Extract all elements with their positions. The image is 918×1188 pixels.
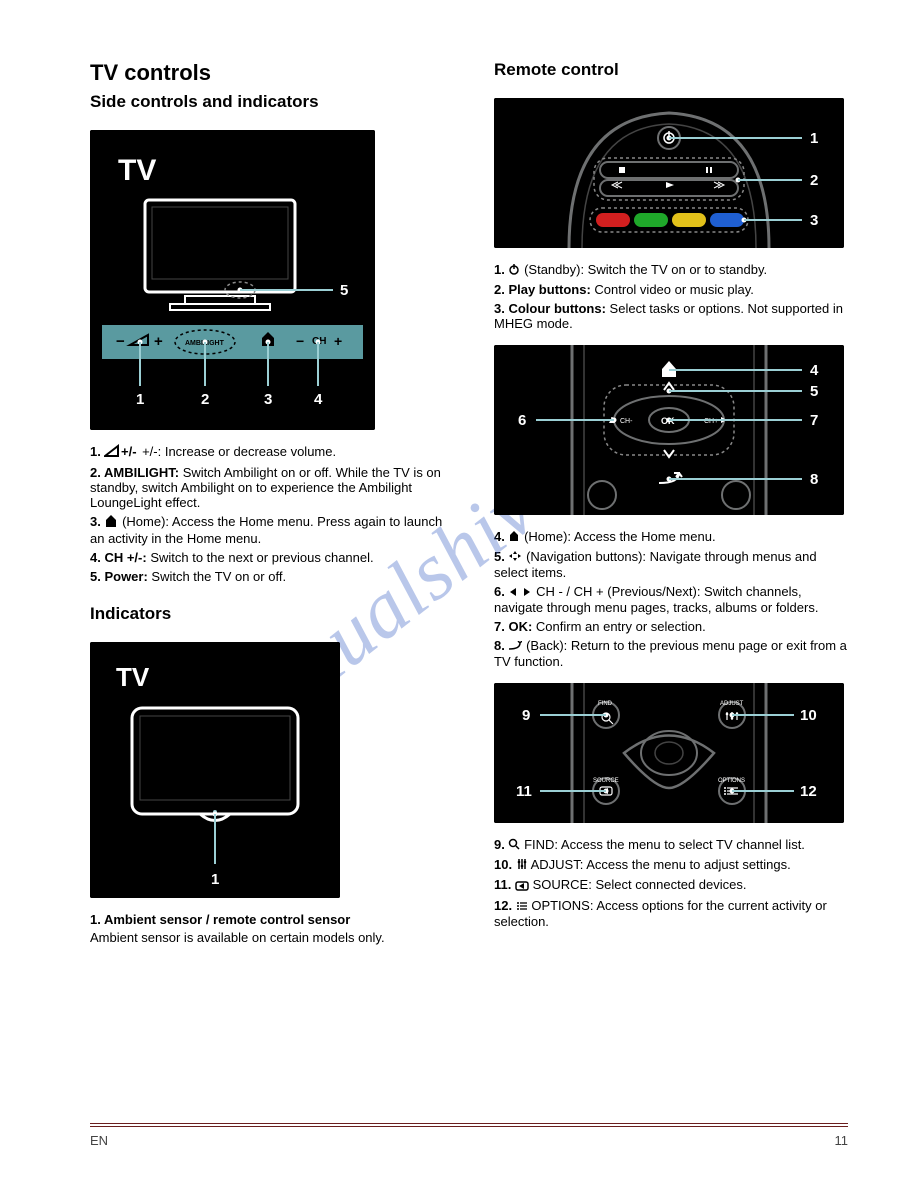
page-footer: EN 11 [90, 1123, 848, 1148]
r1-3: 3. Colour buttons: Select tasks or optio… [494, 301, 848, 331]
svg-text:10: 10 [800, 707, 817, 724]
label-ind-1: 1. Ambient sensor / remote control senso… [90, 912, 444, 927]
page: manualshive.com TV controls Side control… [0, 0, 918, 1188]
svg-text:TV: TV [116, 662, 150, 692]
r3-9: 9. FIND: Access the menu to select TV ch… [494, 837, 848, 853]
label-ind-1-body: Ambient sensor is available on certain m… [90, 929, 444, 947]
svg-text:CH-: CH- [620, 418, 633, 425]
svg-text:7: 7 [810, 412, 818, 429]
footer-page: 11 [835, 1133, 849, 1148]
svg-text:6: 6 [518, 412, 526, 429]
illus-remote-top: 1 2 [494, 98, 844, 248]
right-column: Remote control 1 [494, 60, 848, 951]
svg-text:5: 5 [340, 282, 348, 299]
heading-tv-controls: TV controls [90, 60, 444, 86]
r3-11: 11. SOURCE: Select connected devices. [494, 877, 848, 893]
r2-6: 6. CH - / CH + (Previous/Next): Switch c… [494, 584, 848, 615]
adjust-icon [516, 858, 528, 873]
label-3: 3. (Home): Access the Home menu. Press a… [90, 514, 444, 546]
svg-text:−: − [296, 333, 304, 349]
svg-text:ADJUST: ADJUST [720, 701, 744, 707]
illus-remote-bottom: FIND 9 ADJUST 10 SOURCE [494, 683, 844, 823]
svg-text:3: 3 [810, 212, 818, 229]
r2-4: 4. (Home): Access the Home menu. [494, 529, 848, 545]
svg-text:+: + [334, 333, 342, 349]
svg-text:FIND: FIND [598, 701, 613, 707]
columns: TV controls Side controls and indicators… [90, 60, 848, 951]
label-1: 1. +/- +/-: Increase or decrease volume. [90, 444, 444, 461]
tv-text: TV [118, 154, 156, 187]
svg-text:2: 2 [810, 172, 818, 189]
prev-next-icon [508, 585, 532, 600]
svg-text:12: 12 [800, 783, 817, 800]
label-4: 4. CH +/-: Switch to the next or previou… [90, 550, 444, 565]
svg-text:8: 8 [810, 471, 818, 488]
svg-text:SOURCE: SOURCE [593, 778, 619, 784]
svg-text:1: 1 [136, 391, 144, 408]
label-2: 2. AMBILIGHT: Switch Ambilight on or off… [90, 465, 444, 510]
options-icon [516, 899, 528, 914]
svg-text:4: 4 [810, 362, 819, 379]
subhead-indicators: Indicators [90, 604, 444, 624]
svg-text:4: 4 [314, 391, 323, 408]
illus-remote-mid: 4 5 OK CH- CH+ [494, 345, 844, 515]
illus-tv-indicator: TV 1 [90, 642, 340, 898]
home-icon-2 [508, 530, 520, 545]
subhead-side-controls: Side controls and indicators [90, 92, 444, 112]
r3-10: 10. ADJUST: Access the menu to adjust se… [494, 857, 848, 873]
nav-icon [508, 550, 522, 565]
svg-text:OPTIONS: OPTIONS [718, 778, 745, 784]
r3-12: 12. OPTIONS: Access options for the curr… [494, 898, 848, 929]
svg-text:9: 9 [522, 707, 530, 724]
source-icon [515, 879, 529, 894]
r1-1: 1. (Standby): Switch the TV on or to sta… [494, 262, 848, 278]
svg-text:11: 11 [516, 783, 532, 800]
illus-tv-controls: TV 5 − + [90, 130, 375, 430]
svg-text:1: 1 [211, 871, 219, 888]
footer-lang: EN [90, 1133, 108, 1148]
svg-text:1: 1 [810, 130, 818, 147]
home-icon [104, 514, 118, 531]
volume-icon: +/- [104, 444, 138, 461]
svg-text:2: 2 [201, 391, 209, 408]
svg-text:3: 3 [264, 391, 272, 408]
svg-text:5: 5 [810, 383, 818, 400]
label-5: 5. Power: Switch the TV on or off. [90, 569, 444, 584]
back-icon [508, 639, 522, 654]
r2-8: 8. (Back): Return to the previous menu p… [494, 638, 848, 669]
svg-text:+/-: +/- [121, 444, 137, 458]
r2-5: 5. (Navigation buttons): Navigate throug… [494, 549, 848, 580]
standby-icon [508, 263, 520, 278]
subhead-remote: Remote control [494, 60, 848, 80]
svg-text:+: + [154, 333, 163, 350]
left-column: TV controls Side controls and indicators… [90, 60, 444, 951]
svg-text:−: − [116, 333, 125, 350]
find-icon [508, 838, 520, 853]
r1-2: 2. Play buttons: Control video or music … [494, 282, 848, 297]
r2-7: 7. OK: Confirm an entry or selection. [494, 619, 848, 634]
